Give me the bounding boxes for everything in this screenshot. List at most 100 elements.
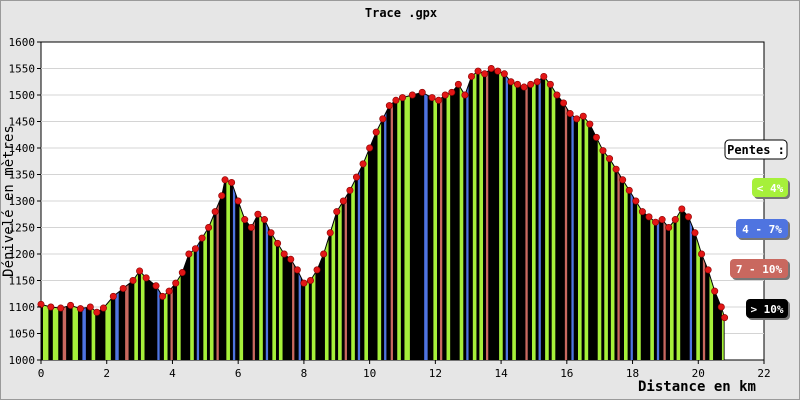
data-point — [221, 176, 229, 184]
y-tick-label: 1550 — [9, 63, 36, 76]
data-point — [359, 160, 367, 168]
y-tick-label: 1050 — [9, 328, 36, 341]
slope-stripe — [577, 68, 582, 360]
data-point — [717, 303, 725, 311]
data-point — [665, 224, 673, 232]
data-point — [698, 250, 706, 258]
data-point — [234, 197, 242, 205]
data-point — [658, 216, 666, 224]
x-tick-label: 14 — [494, 367, 508, 380]
legend-item-box — [752, 178, 788, 197]
x-tick-label: 8 — [301, 367, 308, 380]
slope-stripe — [545, 68, 549, 360]
data-point — [652, 218, 660, 226]
data-point — [592, 133, 600, 141]
data-point — [619, 176, 627, 184]
slope-stripe — [384, 68, 387, 360]
data-point — [392, 96, 400, 104]
y-tick-label: 1200 — [9, 248, 36, 261]
slope-stripe — [525, 68, 528, 360]
data-point — [632, 197, 640, 205]
slope-stripe — [571, 68, 574, 360]
data-point — [721, 314, 729, 322]
data-point — [566, 110, 574, 118]
data-point — [228, 178, 236, 186]
data-point — [172, 279, 180, 287]
data-point — [428, 94, 436, 102]
data-point — [191, 245, 199, 253]
x-tick-label: 2 — [103, 367, 110, 380]
y-tick-label: 1400 — [9, 142, 36, 155]
y-tick-label: 1600 — [9, 36, 36, 49]
data-point — [711, 287, 719, 295]
y-axis-ticks: 1000 1050 1100 1150 1200 1250 1300 1350 1400 1450… — [9, 36, 41, 367]
slope-stripe — [424, 68, 428, 360]
data-point — [99, 304, 107, 312]
slope-stripe — [364, 68, 368, 360]
y-tick-label: 1300 — [9, 195, 36, 208]
data-point — [67, 301, 75, 309]
slope-legend: Pentes : < 4% 4 - 7% 7 - 10% > 10% — [724, 139, 790, 320]
data-point — [638, 208, 646, 216]
data-point — [527, 80, 535, 88]
data-point — [579, 112, 587, 120]
data-point — [481, 70, 489, 78]
legend-title: Pentes : — [727, 143, 785, 157]
slope-stripe — [564, 68, 568, 360]
slope-stripe — [499, 68, 503, 360]
data-point — [645, 213, 653, 221]
legend-item-label: > 10% — [750, 303, 783, 316]
slope-stripe — [446, 68, 451, 360]
data-point — [546, 80, 554, 88]
data-point — [474, 67, 482, 75]
x-axis-ticks: 0 2 4 6 8 10 12 14 16 18 20 22 — [38, 360, 771, 380]
data-point — [57, 304, 65, 312]
slope-stripe — [637, 68, 641, 360]
data-point — [379, 115, 387, 123]
data-point — [218, 192, 226, 200]
data-point — [159, 292, 167, 300]
data-point — [366, 144, 374, 152]
legend-item-box — [730, 259, 788, 278]
data-point — [448, 88, 456, 96]
data-point — [267, 229, 275, 237]
data-point — [385, 102, 393, 110]
slope-stripe — [239, 68, 244, 360]
data-point — [533, 78, 541, 86]
data-point — [625, 186, 633, 194]
data-point — [136, 267, 144, 275]
slope-stripe — [512, 68, 516, 360]
data-point — [86, 303, 94, 311]
elevation-line — [40, 67, 726, 318]
slope-stripe — [584, 68, 589, 360]
legend-title-box — [724, 139, 788, 160]
x-tick-label: 10 — [363, 367, 376, 380]
x-tick-label: 4 — [169, 367, 176, 380]
data-point — [178, 269, 186, 277]
data-point — [494, 67, 502, 75]
data-point — [241, 216, 249, 224]
data-point — [599, 147, 607, 155]
data-point — [441, 91, 449, 99]
data-point — [306, 276, 314, 284]
data-point — [142, 274, 150, 282]
data-point — [553, 91, 561, 99]
data-point — [468, 72, 476, 80]
data-point — [346, 186, 354, 194]
legend-item-label: 7 - 10% — [736, 263, 783, 276]
data-point — [205, 224, 213, 232]
x-axis-label: Distance en km — [638, 379, 756, 395]
data-point — [37, 300, 45, 308]
data-point — [560, 99, 568, 107]
data-point — [684, 213, 692, 221]
y-tick-label: 1250 — [9, 222, 36, 235]
data-point — [211, 208, 219, 216]
x-tick-label: 18 — [626, 367, 639, 380]
x-tick-label: 12 — [429, 367, 442, 380]
slope-stripe — [466, 68, 469, 360]
y-tick-label: 1500 — [9, 89, 36, 102]
slope-stripe — [216, 68, 219, 360]
data-point — [339, 197, 347, 205]
data-point — [408, 91, 416, 99]
